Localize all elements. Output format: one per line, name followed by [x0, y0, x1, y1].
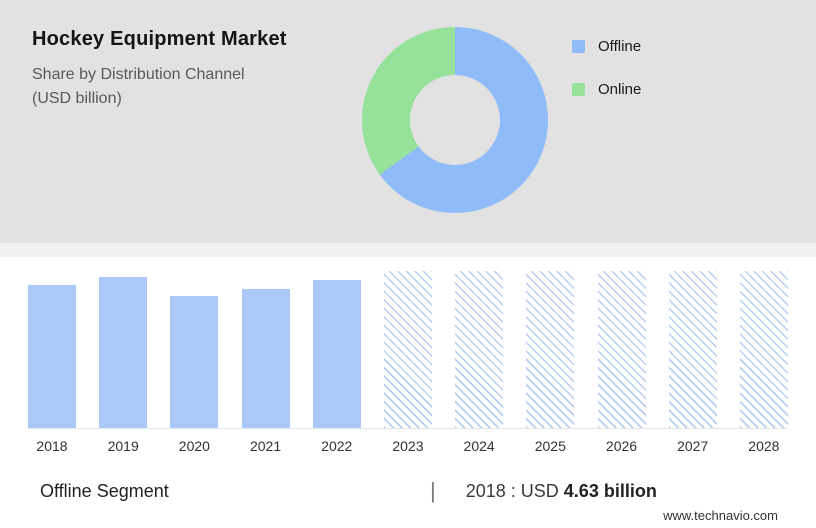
x-axis-label: 2025: [534, 438, 566, 454]
x-axis-label: 2022: [321, 438, 353, 454]
value-bar: [312, 279, 361, 428]
x-axis-label: 2021: [249, 438, 282, 454]
forecast-bar: [597, 271, 646, 428]
bar-column: [455, 271, 504, 428]
value-bar: [170, 296, 219, 428]
bar-column: [383, 271, 432, 428]
value-bar: [241, 288, 290, 428]
forecast-bar: [455, 271, 504, 428]
x-axis-label: 2024: [463, 438, 495, 454]
lower-panel: 2018 2019 2020 2021 2022 2023 2024 2025 2026 2027…: [0, 257, 816, 528]
separator-bar: |: [430, 478, 436, 503]
title-block: Hockey Equipment Market Share by Distrib…: [0, 0, 332, 243]
value-bar: [28, 285, 76, 428]
bar-column: [597, 271, 646, 428]
forecast-bar: [526, 271, 575, 428]
donut-chart-wrap: [362, 27, 548, 213]
bar-column: [28, 271, 76, 428]
x-axis-label: 2028: [748, 438, 780, 454]
subtitle-line-2: (USD billion): [32, 90, 122, 107]
forecast-bar: [383, 271, 432, 428]
legend-item: Online: [572, 81, 641, 98]
stat-value: 4.63 billion: [563, 480, 657, 501]
legend-label: Online: [598, 81, 642, 98]
legend-swatch: [572, 40, 585, 53]
subtitle-line-1: Share by Distribution Channel: [32, 66, 245, 83]
website-link[interactable]: www.technavio.com: [663, 508, 778, 523]
chart-legend: Offline Online: [572, 38, 641, 243]
forecast-bar: [668, 271, 717, 428]
x-axis-label: 2018: [36, 438, 68, 454]
bar-column: [312, 271, 361, 428]
bar-chart-section: 2018 2019 2020 2021 2022 2023 2024 2025 2026 2027…: [0, 257, 816, 454]
x-axis-label: 2027: [677, 438, 709, 454]
section-divider: [0, 243, 816, 257]
segment-label: Offline Segment: [40, 480, 169, 501]
bar-column: [739, 271, 788, 428]
x-axis-labels: 2018 2019 2020 2021 2022 2023 2024 2025 2026 2027…: [28, 438, 788, 454]
x-axis-label: 2023: [392, 438, 424, 454]
x-axis-label: 2019: [107, 438, 139, 454]
stats-row: Offline Segment | 2018 : USD 4.63 billio…: [0, 454, 816, 504]
legend-swatch: [572, 83, 585, 96]
bar-column: [668, 271, 717, 428]
bars-row: [28, 271, 788, 429]
page-subtitle: Share by Distribution Channel (USD billi…: [32, 63, 332, 111]
page-title: Hockey Equipment Market: [32, 28, 287, 50]
legend-item: Offline: [572, 38, 641, 55]
x-axis-label: 2020: [178, 438, 210, 454]
donut-hole: [410, 75, 500, 165]
value-bar: [99, 276, 148, 428]
bar-column: [241, 271, 290, 428]
bar-column: [526, 271, 575, 428]
stat-prefix: 2018 : USD: [465, 480, 559, 501]
header-section: Hockey Equipment Market Share by Distrib…: [0, 0, 816, 243]
forecast-bar: [739, 271, 788, 428]
x-axis-label: 2026: [605, 438, 638, 454]
bar-column: [99, 271, 148, 428]
legend-label: Offline: [598, 38, 642, 55]
stat-text: 2018 : USD 4.63 billion: [466, 481, 657, 502]
bar-column: [170, 271, 219, 428]
